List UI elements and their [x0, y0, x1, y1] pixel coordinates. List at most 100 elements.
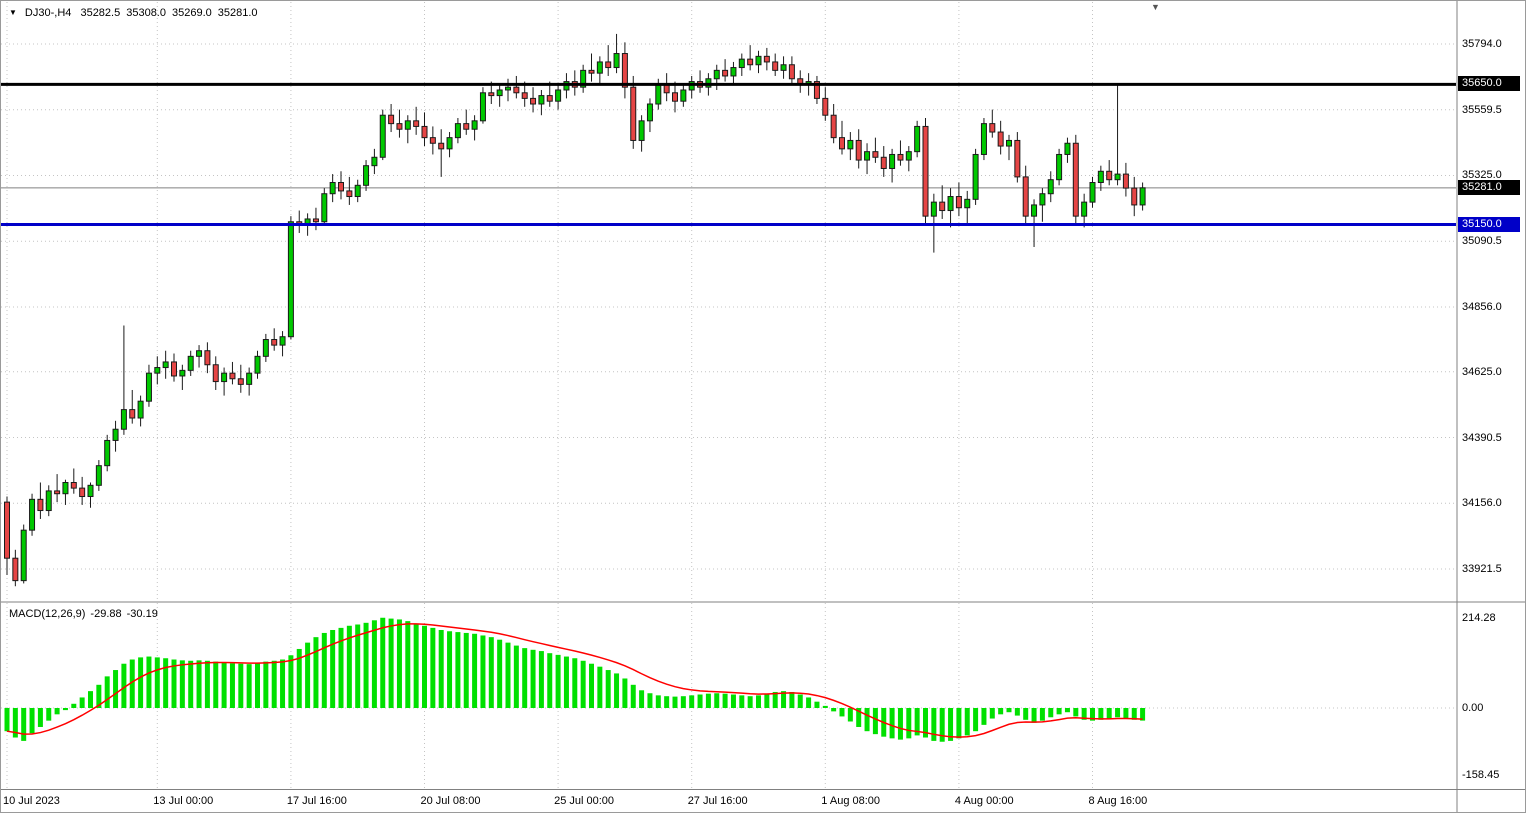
- macd-bar: [1064, 708, 1070, 713]
- candle-body: [964, 198, 971, 209]
- symbol-header: ▼ DJ30-,H4 35282.5 35308.0 35269.0 35281.0: [9, 7, 264, 19]
- macd-bar: [923, 708, 928, 738]
- candle-body: [905, 151, 912, 161]
- macd-bar: [263, 661, 269, 708]
- candle-body: [839, 137, 845, 150]
- macd-bar: [747, 696, 753, 708]
- price-tick-label: 35325.0: [1462, 169, 1502, 182]
- candle-body: [162, 361, 169, 369]
- level-price-tag[interactable]: 35650.0: [1458, 76, 1520, 92]
- candle-body: [763, 55, 770, 63]
- candle-body: [730, 67, 737, 77]
- time-axis-label: 13 Jul 00:00: [153, 795, 214, 807]
- candle-body: [621, 53, 628, 88]
- candle-body: [655, 83, 662, 105]
- macd-bar: [388, 618, 394, 708]
- macd-bar: [96, 684, 102, 708]
- macd-bar: [672, 696, 678, 708]
- macd-bar: [822, 705, 828, 708]
- macd-bar: [4, 708, 10, 732]
- candle-body: [713, 69, 720, 80]
- candle-body: [229, 372, 236, 380]
- macd-bar: [255, 663, 260, 708]
- macd-bar: [764, 693, 770, 708]
- candle-body: [530, 97, 537, 105]
- candle-body: [12, 557, 19, 582]
- macd-bar: [129, 659, 135, 708]
- candle-body: [29, 498, 36, 531]
- macd-main-value: -29.88: [90, 608, 122, 620]
- candle-body: [1089, 182, 1096, 203]
- candle-body: [830, 114, 837, 139]
- macd-bar: [1115, 708, 1121, 718]
- macd-tick-label: 214.28: [1462, 611, 1496, 624]
- macd-bar: [789, 691, 795, 708]
- macd-bar: [488, 637, 494, 708]
- candle-body: [939, 201, 946, 212]
- macd-bar: [305, 642, 311, 708]
- macd-bar: [989, 708, 995, 719]
- candle-body: [914, 125, 921, 153]
- candle-body: [187, 355, 194, 371]
- macd-bar: [138, 657, 144, 708]
- candle-body: [254, 355, 261, 374]
- price-tick-label: 34156.0: [1462, 497, 1502, 510]
- candle-body: [421, 125, 428, 139]
- candle-body: [1006, 139, 1012, 147]
- candle-body: [1047, 179, 1054, 195]
- macd-bar: [831, 708, 837, 712]
- macd-bar: [113, 670, 119, 708]
- macd-bar: [722, 693, 728, 708]
- macd-bar: [998, 708, 1004, 715]
- candle-body: [112, 428, 119, 441]
- candle-body: [1072, 142, 1079, 217]
- macd-bar: [1006, 708, 1012, 713]
- candle-body: [1114, 173, 1121, 181]
- macd-bar: [1090, 708, 1095, 721]
- macd-bar: [639, 690, 645, 708]
- macd-bar: [572, 658, 578, 708]
- candle-body: [463, 123, 470, 130]
- candle-body: [646, 103, 653, 122]
- candle-body: [221, 372, 228, 383]
- macd-bar: [246, 664, 252, 708]
- candle-body: [1139, 187, 1146, 206]
- macd-bar: [380, 617, 386, 708]
- chart-shift-marker-icon[interactable]: ▼: [1151, 2, 1160, 12]
- candle-body: [45, 490, 52, 512]
- macd-bar: [956, 708, 962, 739]
- macd-bar: [221, 662, 227, 708]
- macd-tick-label: 0.00: [1462, 702, 1484, 714]
- macd-bar: [1140, 708, 1146, 721]
- candle-body: [588, 69, 595, 74]
- time-axis-label: 10 Jul 2023: [3, 795, 60, 807]
- macd-bar: [497, 639, 503, 708]
- macd-bar: [864, 708, 870, 732]
- candle-body: [630, 86, 637, 141]
- macd-bar: [622, 678, 628, 708]
- candle-body: [312, 218, 319, 223]
- macd-histogram: [4, 617, 1146, 742]
- candle-body: [505, 86, 511, 91]
- macd-bar: [705, 693, 711, 708]
- price-tick-label: 35794.0: [1462, 38, 1502, 50]
- candle-body: [788, 64, 795, 80]
- candle-body: [613, 53, 620, 69]
- candle-body: [980, 123, 987, 155]
- candle-body: [346, 190, 353, 198]
- macd-bar: [964, 708, 970, 736]
- macd-bar: [814, 701, 820, 708]
- candle-body: [1056, 153, 1063, 181]
- candle-body: [87, 484, 94, 498]
- macd-name: MACD(12,26,9): [9, 608, 86, 620]
- time-axis-label: 25 Jul 00:00: [554, 795, 615, 807]
- candle-body: [1022, 176, 1029, 217]
- symbol-dropdown-icon[interactable]: ▼: [9, 8, 17, 17]
- candle-body: [338, 182, 344, 192]
- level-price-tag[interactable]: 35150.0: [1458, 216, 1520, 232]
- time-axis-label: 4 Aug 00:00: [954, 795, 1014, 807]
- macd-bar: [513, 645, 519, 708]
- candle-body: [354, 184, 361, 198]
- time-axis-label: 20 Jul 08:00: [420, 795, 481, 807]
